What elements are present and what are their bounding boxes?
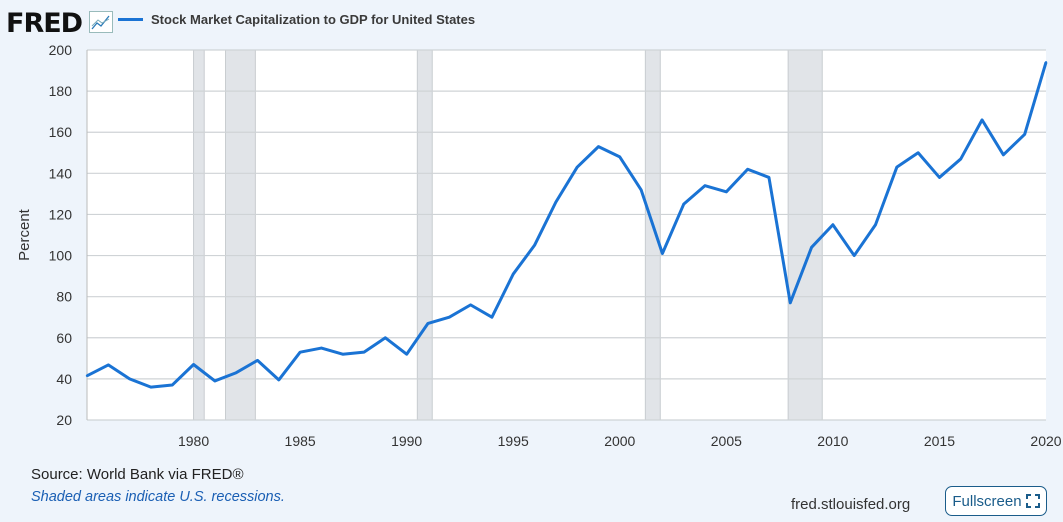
- y-tick-label: 80: [56, 289, 72, 305]
- data-point: [149, 385, 153, 389]
- x-tick-label: 2010: [817, 433, 848, 449]
- y-tick-label: 180: [49, 83, 73, 99]
- fullscreen-icon: [1025, 494, 1040, 508]
- data-point: [277, 378, 280, 382]
- recession-band: [644, 49, 661, 421]
- data-point: [341, 353, 344, 356]
- x-tick-label: 1980: [178, 433, 209, 449]
- data-point: [703, 184, 707, 187]
- data-point: [767, 176, 771, 179]
- data-point: [171, 383, 174, 387]
- y-tick-label: 20: [56, 412, 72, 428]
- data-point: [384, 336, 387, 339]
- y-tick-label: 200: [49, 42, 73, 58]
- data-point: [916, 151, 920, 154]
- site-link[interactable]: fred.stlouisfed.org: [791, 496, 911, 513]
- data-point: [128, 377, 131, 381]
- recession-band: [416, 49, 433, 421]
- data-point: [192, 363, 195, 366]
- data-point: [213, 379, 217, 383]
- y-tick-label: 160: [49, 124, 73, 140]
- fullscreen-label: Fullscreen: [952, 492, 1022, 510]
- data-point: [810, 246, 813, 249]
- x-tick-label: 1995: [498, 433, 529, 449]
- data-point: [874, 223, 877, 226]
- data-point: [959, 157, 962, 161]
- data-point: [597, 145, 600, 148]
- data-point: [1044, 61, 1048, 64]
- data-point: [980, 118, 984, 122]
- data-point: [107, 363, 110, 367]
- fred-logo[interactable]: FRED: [6, 8, 83, 39]
- x-tick-label: 2020: [1030, 433, 1061, 449]
- data-point: [490, 316, 494, 319]
- data-point: [661, 252, 664, 255]
- data-point: [256, 359, 259, 362]
- x-tick-label: 2000: [604, 433, 635, 449]
- y-tick-label: 60: [56, 330, 72, 346]
- data-point: [853, 254, 856, 257]
- data-point: [320, 346, 323, 350]
- y-tick-label: 40: [56, 371, 72, 387]
- data-point: [895, 165, 899, 169]
- data-point: [362, 350, 366, 354]
- fullscreen-button[interactable]: Fullscreen: [945, 486, 1047, 516]
- data-point: [1023, 133, 1026, 136]
- recession-band: [225, 49, 256, 421]
- y-tick-label: 120: [49, 206, 73, 222]
- y-axis-label: Percent: [16, 208, 33, 261]
- data-point: [448, 316, 451, 319]
- series-line: [86, 61, 1048, 389]
- data-point: [85, 374, 89, 378]
- recession-band: [787, 49, 823, 421]
- x-tick-label: 2015: [924, 433, 955, 449]
- data-point: [1002, 153, 1005, 157]
- data-point: [725, 190, 728, 194]
- recession-note: Shaded areas indicate U.S. recessions.: [31, 489, 285, 505]
- legend-line: [118, 18, 143, 21]
- data-point: [533, 244, 536, 247]
- source-text: Source: World Bank via FRED®: [31, 466, 244, 483]
- data-point: [234, 371, 238, 374]
- data-point: [746, 168, 749, 171]
- chart: 20 40 60 80 100 120 140 160 180 200 1980 1985 1990 19…: [16, 42, 1062, 449]
- data-point: [639, 188, 643, 191]
- legend: Stock Market Capitalization to GDP for U…: [118, 12, 475, 27]
- x-tick-label: 1990: [391, 433, 422, 449]
- x-tick-label: 2005: [711, 433, 742, 449]
- x-tick-label: 1985: [285, 433, 316, 449]
- data-point: [426, 322, 430, 325]
- data-point: [512, 272, 515, 276]
- legend-label: Stock Market Capitalization to GDP for U…: [151, 12, 476, 27]
- data-point: [469, 303, 472, 307]
- data-point: [575, 165, 579, 169]
- data-point: [405, 353, 408, 356]
- data-point: [554, 200, 558, 204]
- data-point: [831, 223, 835, 226]
- data-point: [618, 155, 621, 159]
- data-point: [682, 202, 685, 206]
- data-point: [298, 350, 302, 354]
- data-point: [789, 301, 792, 305]
- y-tick-label: 100: [49, 248, 73, 264]
- data-point: [938, 176, 941, 179]
- chart-line-icon: [89, 11, 113, 33]
- y-tick-label: 140: [49, 165, 73, 181]
